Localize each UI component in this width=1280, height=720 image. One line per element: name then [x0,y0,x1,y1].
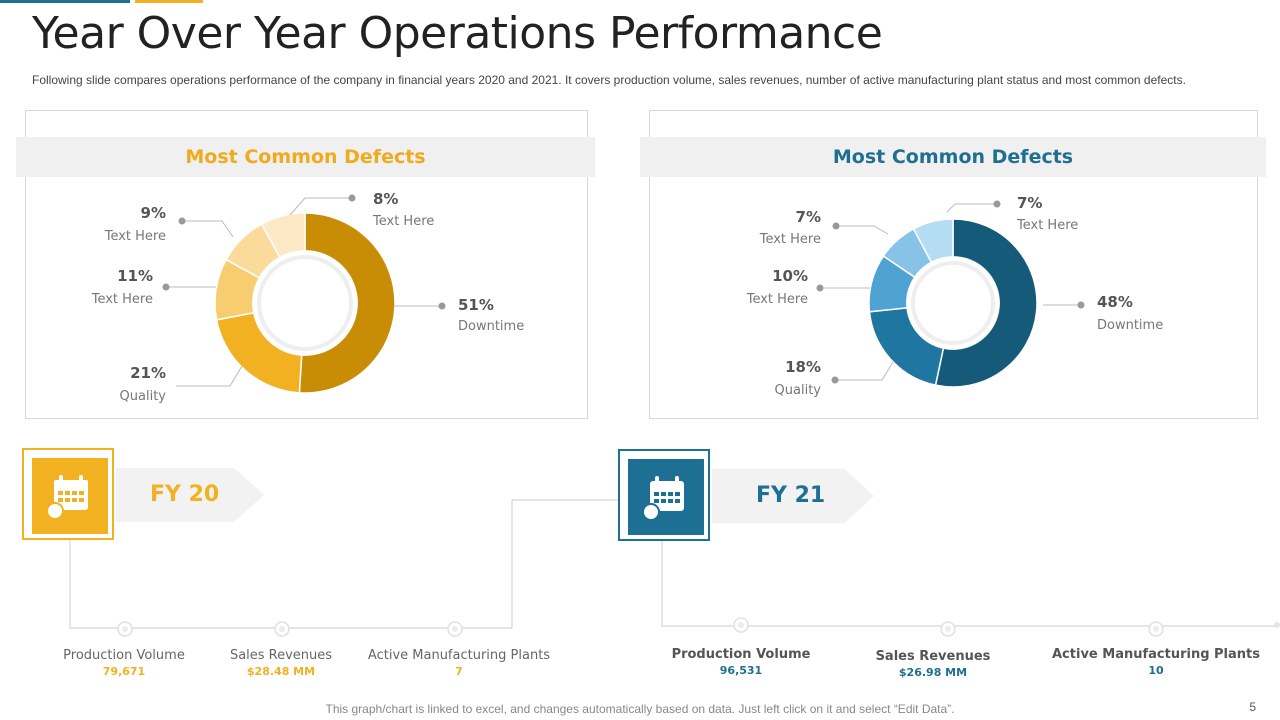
fy20-label: FY 20 [150,482,220,507]
fy20-metric-production-volume: Production Volume 79,671 [63,648,185,678]
timeline-node-fy20-1 [117,621,133,637]
fy21-icon-tile [628,459,704,535]
fy21-metric-production-volume: Production Volume 96,531 [671,647,811,677]
page-title: Year Over Year Operations Performance [32,8,883,59]
defects-card-fy20-title: Most Common Defects [16,137,595,177]
fy20-icon-frame [22,448,114,540]
defects-card-fy21-title: Most Common Defects [640,137,1266,177]
fy20-metric-active-plants: Active Manufacturing Plants 7 [367,648,551,678]
calendar-icon [642,476,684,521]
fy21-icon-frame [618,449,710,541]
fy20-metric-sales-revenues: Sales Revenues $28.48 MM [229,648,333,678]
fy21-label: FY 21 [756,483,826,508]
timeline-node-fy21-3 [1148,621,1164,637]
timeline-node-fy21-2 [940,621,956,637]
timeline-node-fy20-2 [274,621,290,637]
timeline-node-fy21-1 [733,617,749,633]
fy20-label-arrow: FY 20 [116,468,264,522]
calendar-icon [46,475,88,520]
timeline-node-fy20-3 [447,621,463,637]
fy20-icon-tile [32,458,108,534]
page-subtitle: Following slide compares operations perf… [32,73,1186,87]
fy21-metric-sales-revenues: Sales Revenues $26.98 MM [875,649,991,679]
footer-note: This graph/chart is linked to excel, and… [325,702,955,716]
fy21-label-arrow: FY 21 [712,469,874,523]
top-accent-bar-blue [0,0,130,3]
fy21-metric-active-plants: Active Manufacturing Plants 10 [1052,647,1260,677]
top-accent-bar-yellow [135,0,203,3]
page-number: 5 [1249,700,1256,714]
